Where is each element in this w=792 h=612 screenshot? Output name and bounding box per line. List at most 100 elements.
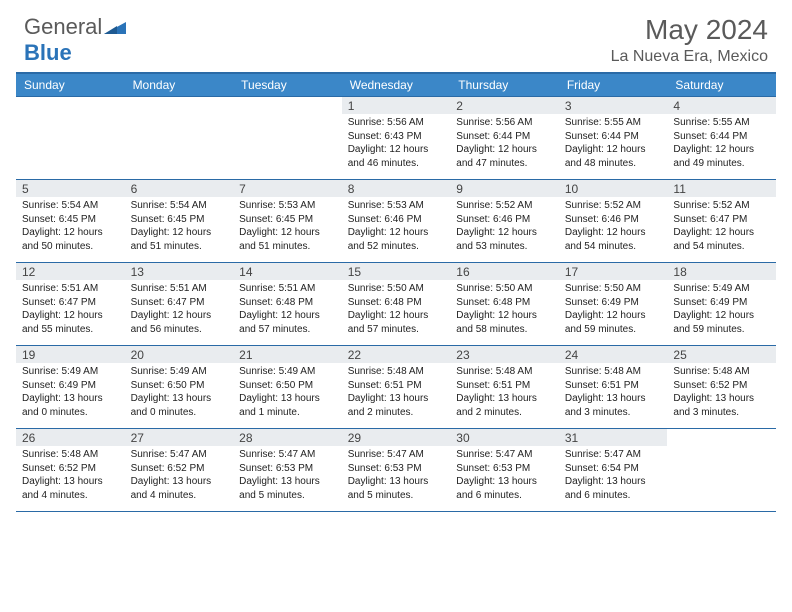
daylight-text: Daylight: 12 hours and 57 minutes. [239, 309, 336, 336]
calendar-cell: 1Sunrise: 5:56 AMSunset: 6:43 PMDaylight… [342, 97, 451, 179]
title-block: May 2024 La Nueva Era, Mexico [611, 14, 768, 66]
cell-body: Sunrise: 5:53 AMSunset: 6:45 PMDaylight:… [233, 197, 342, 257]
daylight-text: Daylight: 12 hours and 50 minutes. [22, 226, 119, 253]
day-header: Wednesday [342, 74, 451, 96]
sunrise-text: Sunrise: 5:52 AM [565, 199, 662, 213]
day-header: Thursday [450, 74, 559, 96]
location-label: La Nueva Era, Mexico [611, 48, 768, 66]
sunset-text: Sunset: 6:45 PM [22, 213, 119, 227]
cell-body: Sunrise: 5:51 AMSunset: 6:48 PMDaylight:… [233, 280, 342, 340]
sunset-text: Sunset: 6:44 PM [673, 130, 770, 144]
calendar-cell: 19Sunrise: 5:49 AMSunset: 6:49 PMDayligh… [16, 346, 125, 428]
day-number: 31 [559, 429, 668, 446]
month-title: May 2024 [611, 14, 768, 46]
cell-body: Sunrise: 5:48 AMSunset: 6:52 PMDaylight:… [16, 446, 125, 506]
calendar-week: 26Sunrise: 5:48 AMSunset: 6:52 PMDayligh… [16, 428, 776, 512]
brand-logo: GeneralBlue [24, 14, 126, 66]
sunrise-text: Sunrise: 5:48 AM [348, 365, 445, 379]
daylight-text: Daylight: 13 hours and 2 minutes. [456, 392, 553, 419]
cell-body: Sunrise: 5:49 AMSunset: 6:49 PMDaylight:… [16, 363, 125, 423]
day-number: 17 [559, 263, 668, 280]
calendar-cell: 16Sunrise: 5:50 AMSunset: 6:48 PMDayligh… [450, 263, 559, 345]
sunset-text: Sunset: 6:51 PM [456, 379, 553, 393]
daylight-text: Daylight: 13 hours and 5 minutes. [239, 475, 336, 502]
day-number: 14 [233, 263, 342, 280]
cell-body: Sunrise: 5:56 AMSunset: 6:43 PMDaylight:… [342, 114, 451, 174]
calendar-cell: 28Sunrise: 5:47 AMSunset: 6:53 PMDayligh… [233, 429, 342, 511]
day-header: Tuesday [233, 74, 342, 96]
sunset-text: Sunset: 6:51 PM [348, 379, 445, 393]
calendar-cell: 11Sunrise: 5:52 AMSunset: 6:47 PMDayligh… [667, 180, 776, 262]
sunset-text: Sunset: 6:52 PM [131, 462, 228, 476]
cell-body: Sunrise: 5:50 AMSunset: 6:49 PMDaylight:… [559, 280, 668, 340]
sunrise-text: Sunrise: 5:48 AM [22, 448, 119, 462]
calendar-cell: 17Sunrise: 5:50 AMSunset: 6:49 PMDayligh… [559, 263, 668, 345]
sunset-text: Sunset: 6:53 PM [348, 462, 445, 476]
day-number: 27 [125, 429, 234, 446]
calendar-cell: 30Sunrise: 5:47 AMSunset: 6:53 PMDayligh… [450, 429, 559, 511]
sunrise-text: Sunrise: 5:55 AM [673, 116, 770, 130]
daylight-text: Daylight: 12 hours and 54 minutes. [673, 226, 770, 253]
calendar-cell [233, 97, 342, 179]
sunrise-text: Sunrise: 5:48 AM [456, 365, 553, 379]
daylight-text: Daylight: 13 hours and 4 minutes. [22, 475, 119, 502]
day-header: Monday [125, 74, 234, 96]
calendar-cell: 29Sunrise: 5:47 AMSunset: 6:53 PMDayligh… [342, 429, 451, 511]
cell-body: Sunrise: 5:49 AMSunset: 6:49 PMDaylight:… [667, 280, 776, 340]
day-number: 12 [16, 263, 125, 280]
calendar-cell: 24Sunrise: 5:48 AMSunset: 6:51 PMDayligh… [559, 346, 668, 428]
calendar-cell: 3Sunrise: 5:55 AMSunset: 6:44 PMDaylight… [559, 97, 668, 179]
day-number: 15 [342, 263, 451, 280]
day-number: 11 [667, 180, 776, 197]
calendar-cell: 21Sunrise: 5:49 AMSunset: 6:50 PMDayligh… [233, 346, 342, 428]
sunrise-text: Sunrise: 5:53 AM [348, 199, 445, 213]
calendar-body: 1Sunrise: 5:56 AMSunset: 6:43 PMDaylight… [16, 96, 776, 512]
daylight-text: Daylight: 12 hours and 52 minutes. [348, 226, 445, 253]
cell-body: Sunrise: 5:47 AMSunset: 6:53 PMDaylight:… [450, 446, 559, 506]
daylight-text: Daylight: 12 hours and 59 minutes. [673, 309, 770, 336]
day-number: 28 [233, 429, 342, 446]
sunrise-text: Sunrise: 5:54 AM [131, 199, 228, 213]
sunrise-text: Sunrise: 5:50 AM [565, 282, 662, 296]
sunset-text: Sunset: 6:54 PM [565, 462, 662, 476]
daylight-text: Daylight: 12 hours and 47 minutes. [456, 143, 553, 170]
calendar: SundayMondayTuesdayWednesdayThursdayFrid… [0, 72, 792, 512]
calendar-cell [125, 97, 234, 179]
day-number: 9 [450, 180, 559, 197]
daylight-text: Daylight: 12 hours and 46 minutes. [348, 143, 445, 170]
cell-body: Sunrise: 5:47 AMSunset: 6:54 PMDaylight:… [559, 446, 668, 506]
daylight-text: Daylight: 13 hours and 4 minutes. [131, 475, 228, 502]
cell-body [667, 446, 776, 452]
daylight-text: Daylight: 12 hours and 59 minutes. [565, 309, 662, 336]
daylight-text: Daylight: 13 hours and 3 minutes. [673, 392, 770, 419]
sunrise-text: Sunrise: 5:56 AM [456, 116, 553, 130]
day-number: 20 [125, 346, 234, 363]
day-number: 4 [667, 97, 776, 114]
cell-body: Sunrise: 5:52 AMSunset: 6:46 PMDaylight:… [450, 197, 559, 257]
cell-body: Sunrise: 5:48 AMSunset: 6:51 PMDaylight:… [342, 363, 451, 423]
cell-body: Sunrise: 5:55 AMSunset: 6:44 PMDaylight:… [667, 114, 776, 174]
calendar-cell: 9Sunrise: 5:52 AMSunset: 6:46 PMDaylight… [450, 180, 559, 262]
daylight-text: Daylight: 13 hours and 6 minutes. [565, 475, 662, 502]
calendar-cell: 25Sunrise: 5:48 AMSunset: 6:52 PMDayligh… [667, 346, 776, 428]
cell-body: Sunrise: 5:54 AMSunset: 6:45 PMDaylight:… [16, 197, 125, 257]
sunset-text: Sunset: 6:47 PM [22, 296, 119, 310]
sunset-text: Sunset: 6:45 PM [239, 213, 336, 227]
sunrise-text: Sunrise: 5:52 AM [456, 199, 553, 213]
daylight-text: Daylight: 12 hours and 49 minutes. [673, 143, 770, 170]
calendar-week: 1Sunrise: 5:56 AMSunset: 6:43 PMDaylight… [16, 96, 776, 179]
daylight-text: Daylight: 12 hours and 48 minutes. [565, 143, 662, 170]
cell-body: Sunrise: 5:47 AMSunset: 6:53 PMDaylight:… [233, 446, 342, 506]
sunrise-text: Sunrise: 5:49 AM [131, 365, 228, 379]
sunrise-text: Sunrise: 5:55 AM [565, 116, 662, 130]
cell-body: Sunrise: 5:47 AMSunset: 6:53 PMDaylight:… [342, 446, 451, 506]
sunset-text: Sunset: 6:45 PM [131, 213, 228, 227]
cell-body: Sunrise: 5:55 AMSunset: 6:44 PMDaylight:… [559, 114, 668, 174]
day-number: 1 [342, 97, 451, 114]
sunrise-text: Sunrise: 5:50 AM [348, 282, 445, 296]
day-number: 25 [667, 346, 776, 363]
sunrise-text: Sunrise: 5:48 AM [565, 365, 662, 379]
daylight-text: Daylight: 12 hours and 53 minutes. [456, 226, 553, 253]
daylight-text: Daylight: 13 hours and 0 minutes. [131, 392, 228, 419]
sunset-text: Sunset: 6:44 PM [565, 130, 662, 144]
